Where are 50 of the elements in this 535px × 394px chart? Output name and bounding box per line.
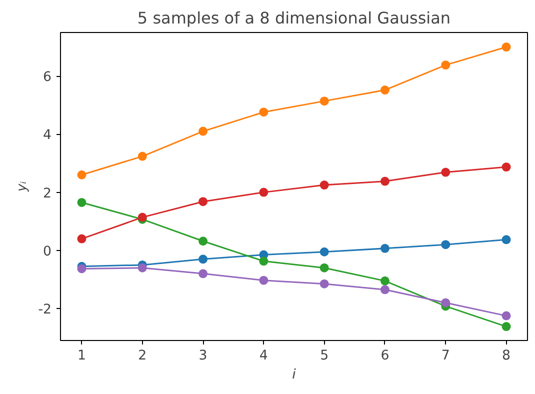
chart-title: 5 samples of a 8 dimensional Gaussian — [137, 8, 451, 28]
point — [198, 269, 208, 278]
point — [502, 42, 511, 52]
point — [380, 244, 390, 253]
point — [259, 108, 268, 117]
point — [198, 126, 208, 136]
point — [198, 236, 208, 246]
point — [502, 162, 511, 172]
point — [259, 276, 268, 285]
y-tick-label: 4 — [43, 128, 52, 144]
point — [77, 234, 86, 244]
point — [380, 285, 390, 294]
point — [441, 168, 450, 177]
point — [77, 198, 86, 207]
point — [77, 264, 86, 274]
point — [441, 298, 450, 308]
point — [441, 60, 450, 70]
point — [320, 96, 329, 106]
y-tick-label: 6 — [43, 70, 52, 86]
point — [138, 152, 147, 161]
point — [320, 247, 329, 256]
x-tick-label: 7 — [441, 348, 450, 364]
point — [441, 240, 450, 250]
x-axis-title: i — [292, 368, 296, 382]
point — [138, 263, 147, 272]
x-tick-label: 6 — [380, 348, 390, 364]
y-tick-label: 2 — [43, 186, 52, 202]
y-axis-title: yᵢ — [15, 180, 30, 193]
point — [198, 197, 208, 206]
point — [380, 276, 390, 286]
point — [502, 311, 511, 320]
x-tick-label: 3 — [198, 348, 208, 364]
x-tick-label: 1 — [77, 348, 86, 364]
point — [198, 254, 208, 264]
point — [380, 176, 390, 186]
point — [77, 170, 86, 180]
point — [259, 256, 268, 266]
x-tick-label: 2 — [138, 348, 147, 364]
point — [320, 263, 329, 272]
y-tick-label: 0 — [43, 244, 52, 260]
point — [320, 279, 329, 288]
x-tick-label: 5 — [320, 348, 329, 364]
point — [320, 180, 329, 190]
x-tick-label: 4 — [259, 348, 268, 364]
point — [502, 322, 511, 332]
point — [259, 188, 268, 197]
y-tick-label: -2 — [38, 302, 52, 318]
x-tick-label: 8 — [502, 348, 511, 364]
point — [380, 86, 390, 95]
point — [502, 235, 511, 244]
